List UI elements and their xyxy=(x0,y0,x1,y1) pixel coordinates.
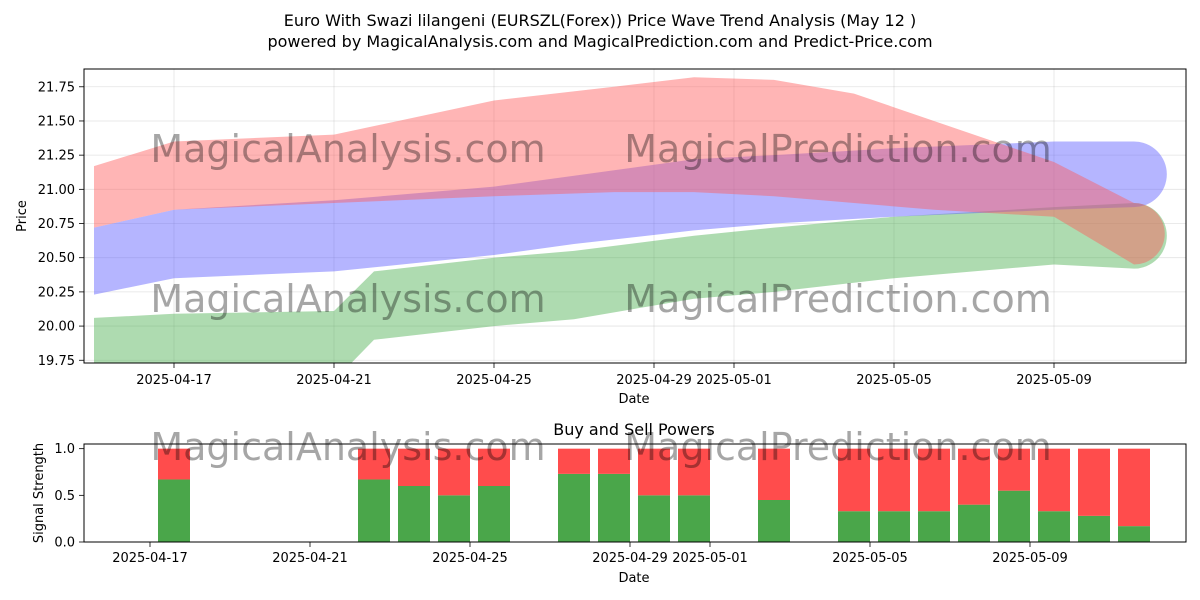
band-red xyxy=(94,77,1134,265)
sell-bar xyxy=(438,448,470,496)
watermark-text: MagicalPrediction.com xyxy=(624,425,1052,469)
sell-bar xyxy=(678,448,710,496)
sell-bar xyxy=(638,448,670,496)
power-y-tick-label: 0.0 xyxy=(54,536,75,551)
sell-bar xyxy=(1078,448,1110,516)
price-y-tick-label: 21.25 xyxy=(38,149,75,164)
power-x-tick-label: 2025-04-29 xyxy=(592,551,668,566)
buy-bar xyxy=(1078,515,1110,542)
sell-bar xyxy=(478,448,510,486)
buy-bar xyxy=(758,500,790,542)
price-y-tick-label: 21.75 xyxy=(38,80,75,95)
buy-bar xyxy=(598,473,630,542)
price-y-tick-label: 20.50 xyxy=(38,251,75,266)
buy-bar xyxy=(918,511,950,542)
price-y-tick-label: 21.00 xyxy=(38,183,75,198)
buy-bar xyxy=(958,504,990,542)
chart-title-line2: powered by MagicalAnalysis.com and Magic… xyxy=(267,32,932,51)
sell-bar xyxy=(358,448,390,480)
buy-bar xyxy=(838,511,870,542)
watermark-text: MagicalAnalysis.com xyxy=(150,127,545,171)
band-green xyxy=(94,203,1134,363)
price-x-axis-label: Date xyxy=(618,392,649,407)
power-bars xyxy=(158,448,1150,542)
price-x-tick-label: 2025-04-17 xyxy=(136,373,212,388)
sell-bar xyxy=(838,448,870,512)
buy-bar xyxy=(998,490,1030,542)
sell-bar xyxy=(918,448,950,512)
price-y-axis-label: Price xyxy=(15,200,30,232)
price-x-tick-label: 2025-04-25 xyxy=(456,373,532,388)
price-y-tick-label: 21.50 xyxy=(38,114,75,129)
price-axes: 2025-04-17 2025-04-21 2025-04-25 2025-04-29… xyxy=(38,80,1092,388)
buy-bar xyxy=(358,479,390,542)
buy-bar xyxy=(1118,526,1150,542)
power-x-tick-label: 2025-05-05 xyxy=(832,551,908,566)
buy-bar xyxy=(398,486,430,542)
sell-bar xyxy=(958,448,990,505)
watermark-text: MagicalPrediction.com xyxy=(624,127,1052,171)
buy-bar xyxy=(438,495,470,542)
price-y-tick-label: 19.75 xyxy=(38,354,75,369)
buy-bar xyxy=(678,495,710,542)
power-x-axis-label: Date xyxy=(618,571,649,586)
watermark-text: MagicalAnalysis.com xyxy=(150,277,545,321)
power-x-tick-label: 2025-04-25 xyxy=(432,551,508,566)
sell-bar xyxy=(878,448,910,512)
sell-bar xyxy=(558,448,590,474)
sell-bar xyxy=(998,448,1030,491)
price-x-tick-label: 2025-05-01 xyxy=(696,373,772,388)
power-x-tick-label: 2025-04-17 xyxy=(112,551,188,566)
band-blue-cap xyxy=(1134,141,1167,208)
watermark-text: MagicalAnalysis.com xyxy=(150,425,545,469)
price-y-tick-label: 20.25 xyxy=(38,285,75,300)
power-y-tick-label: 1.0 xyxy=(54,442,75,457)
price-watermarks: MagicalAnalysis.com MagicalPrediction.co… xyxy=(150,127,1051,321)
buy-bar xyxy=(158,479,190,542)
sell-bar xyxy=(158,448,190,480)
power-axes: 2025-04-17 2025-04-21 2025-04-25 2025-04-29… xyxy=(54,442,1067,566)
price-y-tick-label: 20.00 xyxy=(38,320,75,335)
power-chart-title: Buy and Sell Powers xyxy=(553,420,715,439)
price-x-tick-label: 2025-04-29 xyxy=(616,373,692,388)
buy-bar xyxy=(878,511,910,542)
buy-bar xyxy=(638,495,670,542)
sell-bar xyxy=(598,448,630,474)
chart-title-line1: Euro With Swazi lilangeni (EURSZL(Forex)… xyxy=(284,11,917,30)
power-x-tick-label: 2025-05-09 xyxy=(992,551,1068,566)
price-bands xyxy=(94,77,1167,363)
power-y-tick-label: 0.5 xyxy=(54,489,75,504)
price-y-tick-label: 20.75 xyxy=(38,217,75,232)
band-blue xyxy=(94,141,1134,295)
power-x-tick-label: 2025-05-01 xyxy=(672,551,748,566)
power-plot-frame xyxy=(83,443,1187,543)
power-x-tick-label: 2025-04-21 xyxy=(272,551,348,566)
sell-bar xyxy=(758,448,790,500)
band-red-cap xyxy=(1134,203,1165,265)
buy-bar xyxy=(558,473,590,542)
price-grid xyxy=(84,69,1186,363)
buy-bar xyxy=(1038,511,1070,542)
price-x-tick-label: 2025-05-09 xyxy=(1016,373,1092,388)
band-green-cap xyxy=(1134,203,1167,269)
sell-bar xyxy=(398,448,430,486)
power-watermarks: MagicalAnalysis.com MagicalPrediction.co… xyxy=(150,425,1051,469)
sell-bar xyxy=(1118,448,1150,527)
price-x-tick-label: 2025-05-05 xyxy=(856,373,932,388)
price-x-tick-label: 2025-04-21 xyxy=(296,373,372,388)
power-y-axis-label: Signal Strength xyxy=(32,443,47,543)
price-plot-frame xyxy=(83,68,1187,364)
buy-bar xyxy=(478,486,510,542)
sell-bar xyxy=(1038,448,1070,512)
watermark-text: MagicalPrediction.com xyxy=(624,277,1052,321)
